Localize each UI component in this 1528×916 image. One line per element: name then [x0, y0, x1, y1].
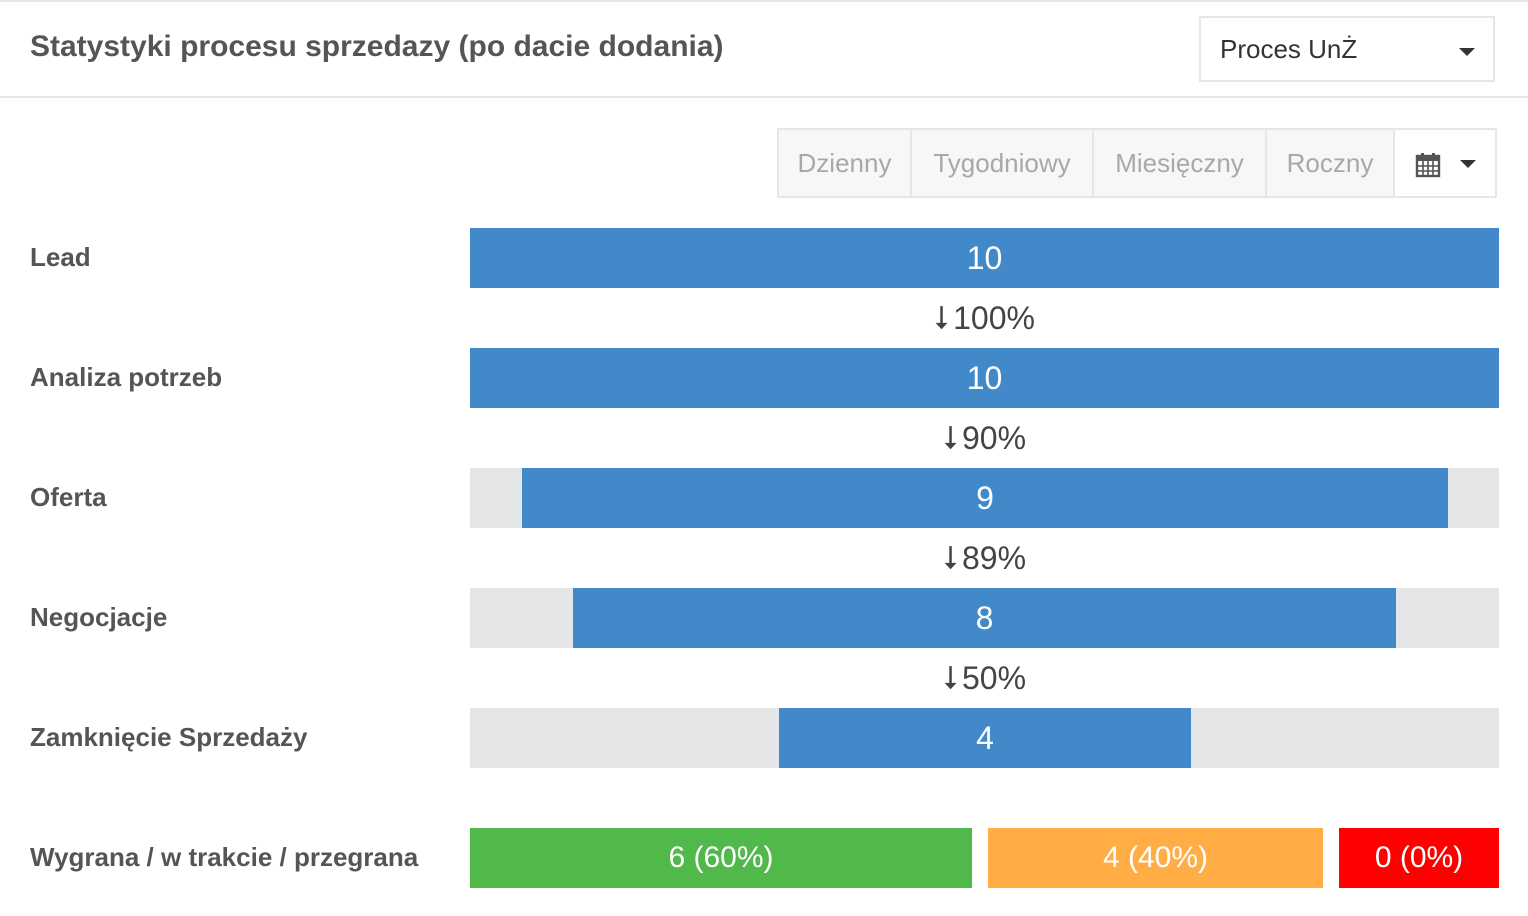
panel-header: Statystyki procesu sprzedazy (po dacie d…: [0, 2, 1528, 98]
conversion-value: 89%: [962, 539, 1027, 576]
conversion-rate: ⭣ 89%: [470, 528, 1499, 588]
conversion-value: 90%: [962, 419, 1027, 456]
arrow-down-icon: ⭣: [942, 419, 958, 455]
top-border: [0, 0, 1528, 2]
stage-label-lead: Lead: [30, 242, 91, 272]
stage-bar-needs-analysis: 10: [470, 348, 1499, 408]
outcome-label: Wygrana / w trakcie / przegrana: [30, 842, 419, 872]
period-button-monthly[interactable]: Miesięczny: [1092, 128, 1267, 198]
conversion-value: 100%: [953, 299, 1035, 336]
stage-bar-offer: 9: [522, 468, 1448, 528]
chevron-down-icon: [1459, 48, 1475, 56]
stage-label-negotiation: Negocjacje: [30, 602, 168, 632]
stage-track-negotiation: 8: [470, 588, 1499, 648]
stage-label-closing: Zamknięcie Sprzedaży: [30, 722, 308, 752]
conversion-rate: ⭣ 90%: [470, 408, 1499, 468]
arrow-down-icon: ⭣: [934, 299, 950, 335]
outcome-won-bar: 6 (60%): [470, 828, 972, 888]
conversion-rate: ⭣ 50%: [470, 648, 1499, 708]
outcome-lost-bar: 0 (0%): [1339, 828, 1499, 888]
date-range-button[interactable]: [1393, 128, 1497, 198]
process-select[interactable]: Proces UnŻ: [1199, 16, 1495, 82]
period-button-yearly[interactable]: Roczny: [1265, 128, 1395, 198]
stage-label-needs-analysis: Analiza potrzeb: [30, 362, 223, 392]
period-button-daily[interactable]: Dzienny: [777, 128, 912, 198]
conversion-rate: ⭣ 100%: [470, 288, 1499, 348]
stage-track-offer: 9: [470, 468, 1499, 528]
stage-bar-negotiation: 8: [573, 588, 1396, 648]
stage-bar-closing: 4: [779, 708, 1191, 768]
stage-bar-lead: 10: [470, 228, 1499, 288]
stage-label-offer: Oferta: [30, 482, 107, 512]
period-button-group: Dzienny Tygodniowy Miesięczny Roczny: [777, 128, 1497, 198]
arrow-down-icon: ⭣: [942, 659, 958, 695]
period-button-weekly[interactable]: Tygodniowy: [910, 128, 1094, 198]
outcome-in-progress-bar: 4 (40%): [988, 828, 1323, 888]
arrow-down-icon: ⭣: [942, 539, 958, 575]
calendar-icon: [1415, 153, 1441, 178]
page-title: Statystyki procesu sprzedazy (po dacie d…: [30, 30, 724, 63]
process-select-value: Proces UnŻ: [1220, 34, 1358, 64]
stage-track-needs-analysis: 10: [470, 348, 1499, 408]
conversion-value: 50%: [962, 659, 1027, 696]
stage-track-lead: 10: [470, 228, 1499, 288]
stage-track-closing: 4: [470, 708, 1499, 768]
chevron-down-icon: [1460, 160, 1476, 168]
